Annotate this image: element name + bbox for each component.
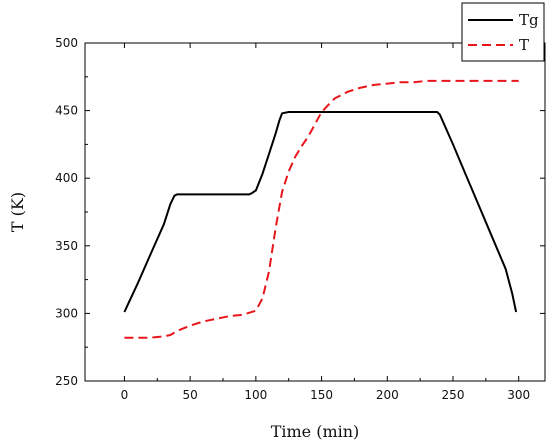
x-tick-label: 250: [442, 388, 465, 402]
y-tick-label: 250: [55, 374, 78, 388]
series-line-tg: [123, 111, 518, 313]
legend: Tg T: [461, 2, 545, 62]
axis-layer: 0 50 100 150 200 250 300 250 300 350 400 450 500: [55, 36, 545, 402]
x-tick-label: 300: [507, 388, 530, 402]
legend-box: [461, 2, 545, 62]
y-tick-label: 500: [55, 36, 78, 50]
legend-label-tg: Tg: [519, 11, 539, 29]
x-tick-label: 200: [376, 388, 399, 402]
y-tick-label: 300: [55, 306, 78, 320]
x-tick-label: 100: [244, 388, 267, 402]
y-tick-label: 450: [55, 104, 78, 118]
series-line-t: [124, 79, 519, 339]
series-layer: [123, 79, 519, 339]
x-tick-label: 0: [121, 388, 129, 402]
plot-frame: [84, 42, 546, 382]
x-tick-label: 50: [183, 388, 198, 402]
y-axis-title: T (K): [8, 192, 27, 232]
y-tick-label: 400: [55, 171, 78, 185]
x-axis-title: Time (min): [271, 422, 360, 441]
legend-label-t: T: [519, 36, 529, 54]
plot-area-border: [84, 42, 546, 382]
x-tick-label: 150: [310, 388, 333, 402]
y-tick-label: 350: [55, 239, 78, 253]
